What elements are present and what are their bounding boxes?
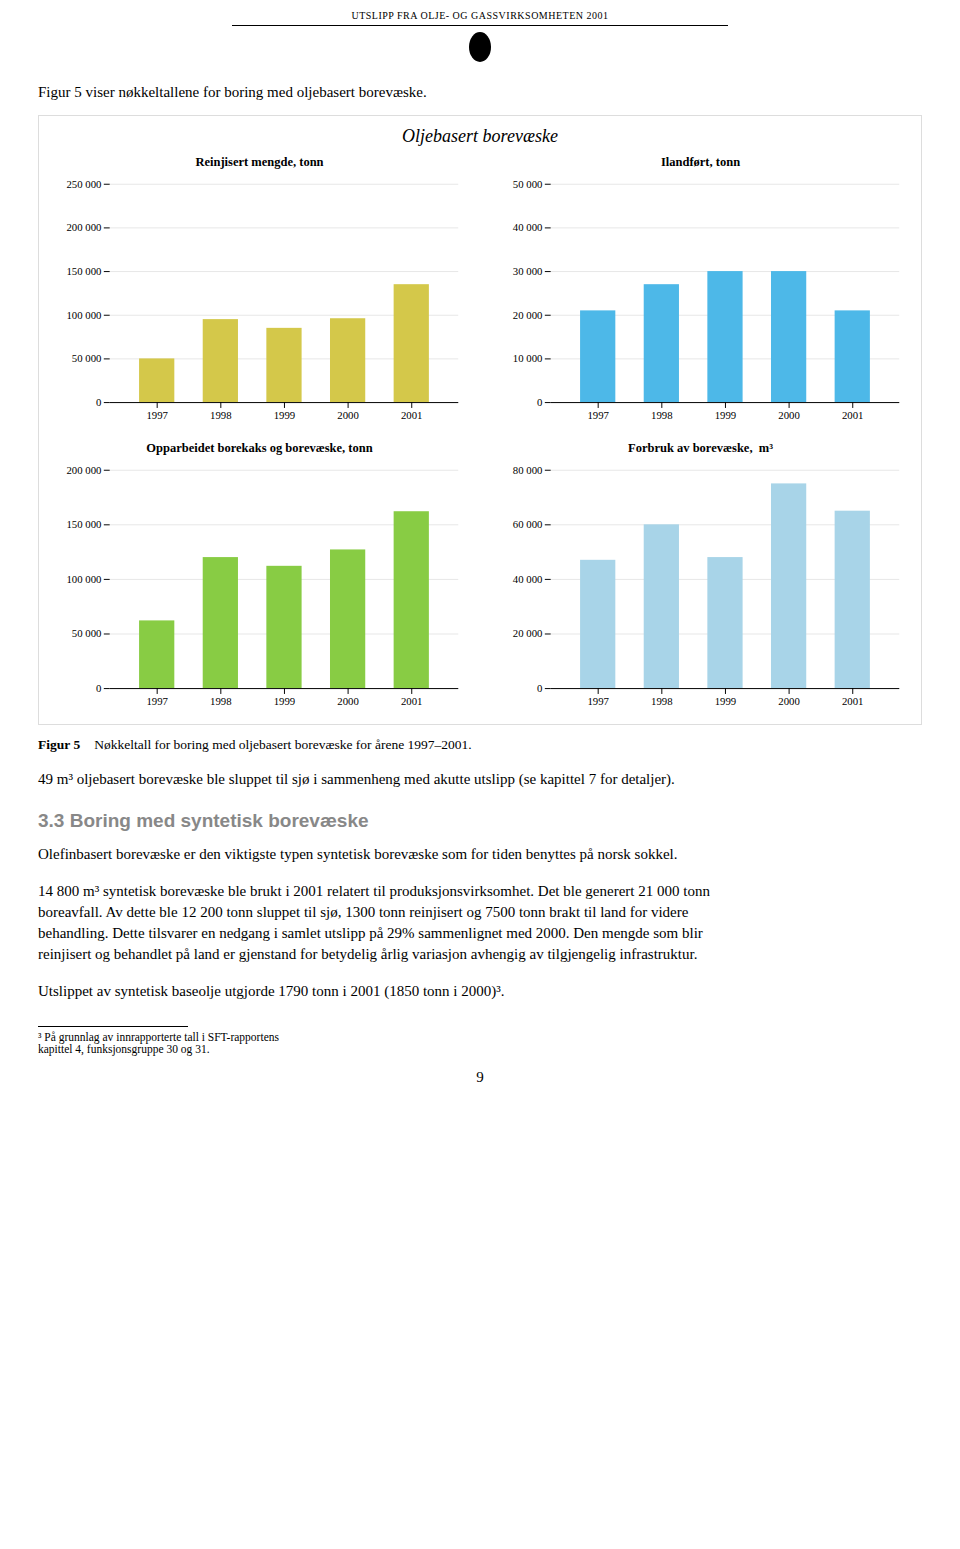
html-text:³ På grunnlag av innrapportert: ³ På grunnlag av innrapporterte tall i S… (38, 1030, 279, 1055)
html-text:Figur 5 viser nøkkeltallene fo: Figur 5 viser nøkkeltallene for boring m… (38, 84, 427, 100)
html-text:Oljebasert borevæske: Oljebasert borevæske (402, 126, 558, 146)
svg-text:1997: 1997 (587, 409, 609, 421)
svg-text:1999: 1999 (274, 409, 296, 421)
svg-text:150 000: 150 000 (66, 519, 101, 531)
html-text:9: 9 (476, 1068, 484, 1085)
svg-text:1998: 1998 (651, 695, 673, 707)
svg-text:20 000: 20 000 (513, 309, 543, 321)
svg-text:100 000: 100 000 (66, 309, 101, 321)
svg-text:30 000: 30 000 (513, 265, 543, 277)
svg-text:150 000: 150 000 (66, 265, 101, 277)
html-text:49 m³ oljebasert borevæske ble: 49 m³ oljebasert borevæske ble sluppet t… (38, 770, 675, 787)
svg-text:1998: 1998 (210, 695, 232, 707)
svg-text:50 000: 50 000 (72, 628, 102, 640)
svg-text:1998: 1998 (210, 409, 232, 421)
svg-text:200 000: 200 000 (66, 221, 101, 233)
html-text:Nøkkeltall for boring med olje: Nøkkeltall for boring med oljebasert bor… (94, 736, 472, 752)
svg-text:2000: 2000 (337, 695, 359, 707)
svg-text:2000: 2000 (337, 409, 359, 421)
svg-text:2000: 2000 (778, 409, 800, 421)
svg-text:10 000: 10 000 (513, 352, 543, 364)
svg-text:2001: 2001 (842, 695, 864, 707)
svg-text:200 000: 200 000 (66, 464, 101, 476)
svg-text:40 000: 40 000 (513, 573, 543, 585)
svg-text:2001: 2001 (401, 695, 423, 707)
html-text:UTSLIPP FRA OLJE- OG GASSVIRKS: UTSLIPP FRA OLJE- OG GASSVIRKSOMHETEN 20… (351, 10, 609, 21)
svg-text:250 000: 250 000 (66, 178, 101, 190)
svg-text:0: 0 (96, 682, 101, 694)
svg-text:1998: 1998 (651, 409, 673, 421)
svg-text:0: 0 (537, 682, 542, 694)
svg-text:100 000: 100 000 (66, 573, 101, 585)
svg-text:1997: 1997 (587, 695, 609, 707)
svg-text:20 000: 20 000 (513, 628, 543, 640)
html-text:3.3 Boring med syntetisk borev: 3.3 Boring med syntetisk borevæske (38, 809, 369, 831)
html-text:Forbruk av borevæske, m³: Forbruk av borevæske, m³ (628, 441, 773, 456)
svg-text:1999: 1999 (715, 695, 737, 707)
svg-text:80 000: 80 000 (513, 464, 543, 476)
svg-text:2001: 2001 (401, 409, 423, 421)
svg-text:1997: 1997 (146, 695, 168, 707)
html-text:Figur 5: Figur 5 (38, 736, 81, 752)
svg-text:50 000: 50 000 (72, 352, 102, 364)
html-text:Olefinbasert borevæske er den: Olefinbasert borevæske er den viktigste … (38, 845, 678, 862)
svg-text:1997: 1997 (146, 409, 168, 421)
svg-text:2001: 2001 (842, 409, 864, 421)
svg-text:1999: 1999 (274, 695, 296, 707)
html-text:Ilandført, tonn: Ilandført, tonn (660, 155, 741, 169)
html-text:Reinjisert mengde, tonn: Reinjisert mengde, tonn (195, 155, 324, 169)
html-text:Utslippet av syntetisk baseolj: Utslippet av syntetisk baseolje utgjorde… (38, 982, 505, 999)
svg-text:40 000: 40 000 (513, 221, 543, 233)
svg-text:60 000: 60 000 (513, 519, 543, 531)
svg-text:1999: 1999 (715, 409, 737, 421)
svg-text:0: 0 (537, 396, 542, 408)
svg-text:2000: 2000 (778, 695, 800, 707)
svg-text:0: 0 (96, 396, 101, 408)
svg-text:50 000: 50 000 (513, 178, 543, 190)
html-text:Opparbeidet borekaks og borevæ: Opparbeidet borekaks og borevæske, tonn (146, 441, 373, 456)
html-text:14 800 m³ syntetisk borevæske: 14 800 m³ syntetisk borevæske ble brukt … (38, 882, 710, 962)
